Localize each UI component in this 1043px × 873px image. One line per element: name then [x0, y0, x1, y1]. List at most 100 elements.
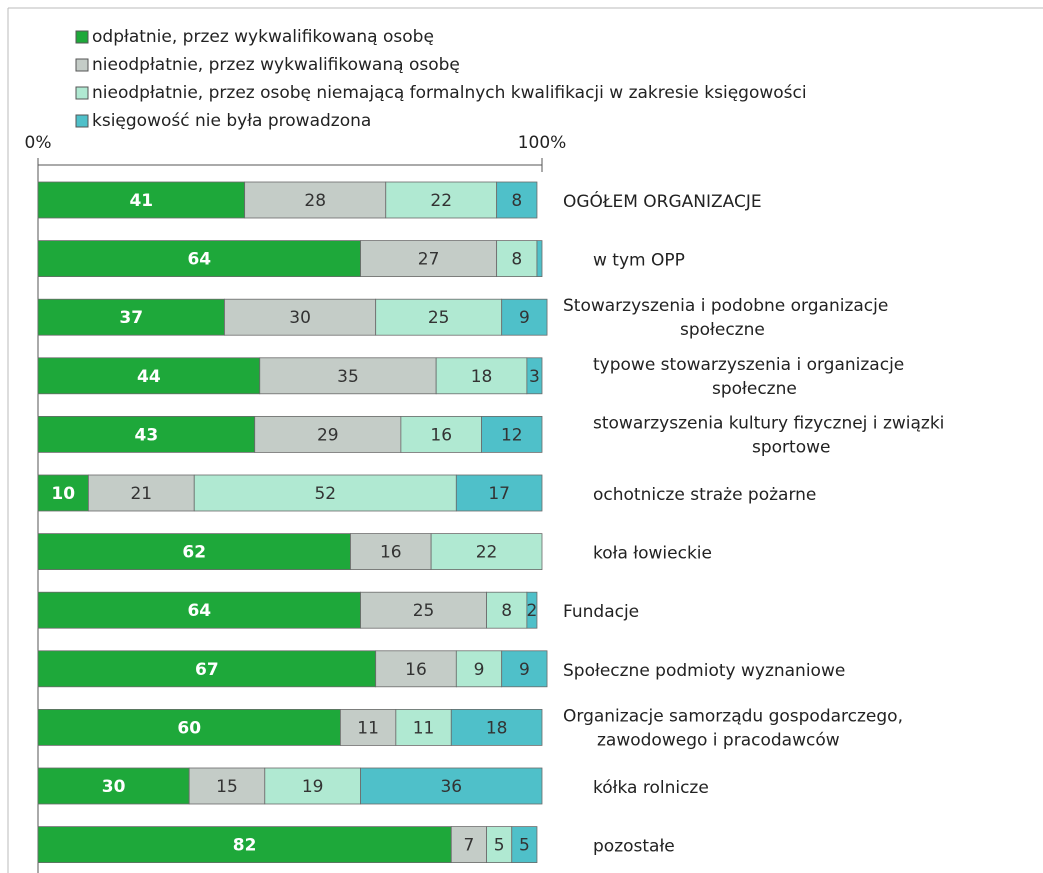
legend-swatch — [75, 30, 89, 44]
value-label: 27 — [418, 250, 440, 270]
bar-segment — [37, 474, 89, 512]
value-label: 22 — [476, 543, 498, 563]
value-label: 41 — [129, 191, 153, 211]
value-label: 10 — [51, 484, 75, 504]
bar-segment — [496, 240, 538, 278]
bar-segment — [339, 709, 397, 746]
bar-segment — [193, 474, 457, 512]
value-label: 5 — [494, 836, 505, 856]
bar-segment — [450, 709, 543, 746]
x-tick-label: 0% — [25, 133, 52, 153]
value-label: 18 — [471, 367, 493, 387]
bar-segment — [37, 298, 225, 336]
category-label: Organizacje samorządu gospodarczego, — [563, 706, 903, 726]
bar-segment — [486, 826, 513, 863]
value-label: 7 — [464, 836, 475, 856]
legend-label: nieodpłatnie, przez osobę niemającą form… — [92, 83, 807, 103]
bar-segment — [450, 826, 487, 863]
category-label: ochotnicze straże pożarne — [593, 485, 816, 505]
value-label: 16 — [405, 660, 427, 680]
bar-segment — [37, 357, 261, 395]
bar-segment — [481, 415, 543, 453]
value-label: 2 — [527, 601, 538, 621]
bar-segment — [37, 767, 190, 805]
value-label: 15 — [216, 777, 238, 797]
category-label: pozostałe — [593, 837, 675, 857]
bar-segment — [259, 357, 437, 395]
value-label: 37 — [119, 308, 143, 328]
category-label: Stowarzyszenia i podobne organizacje — [563, 296, 888, 316]
category-label: Fundacje — [563, 602, 639, 622]
value-label: 28 — [304, 191, 326, 211]
value-label: 8 — [501, 601, 512, 621]
bar-segment — [400, 415, 482, 453]
legend-swatch — [75, 114, 89, 128]
bar-segment — [37, 591, 361, 629]
value-label: 16 — [430, 425, 452, 445]
category-label: społeczne — [680, 320, 765, 340]
bar-segment — [37, 415, 256, 453]
bar-segment — [455, 474, 543, 512]
value-label: 67 — [195, 660, 219, 680]
bar-segment — [526, 591, 538, 629]
value-label: 11 — [357, 718, 379, 738]
value-label: 29 — [317, 425, 339, 445]
bar-segment — [430, 533, 543, 570]
value-label: 18 — [486, 718, 508, 738]
value-label: 19 — [302, 777, 324, 797]
value-label: 64 — [187, 601, 211, 621]
value-label: 44 — [137, 367, 161, 387]
bar-segment — [455, 650, 503, 688]
legend-swatch — [75, 86, 89, 100]
bar-segment — [526, 357, 543, 395]
category-label: typowe stowarzyszenia i organizacje — [593, 355, 904, 375]
bar-segment — [496, 181, 538, 219]
bar-segment — [435, 357, 528, 395]
category-label: społeczne — [712, 379, 797, 399]
value-label: 12 — [501, 425, 523, 445]
value-label: 62 — [182, 543, 206, 563]
value-label: 35 — [337, 367, 359, 387]
value-label: 21 — [130, 484, 152, 504]
value-label: 5 — [519, 836, 530, 856]
bar-segment — [37, 709, 341, 746]
x-tick-label: 100% — [518, 133, 567, 153]
legend-label: nieodpłatnie, przez wykwalifikowaną osob… — [92, 55, 460, 75]
bar-segment — [375, 298, 503, 336]
legend-label: odpłatnie, przez wykwalifikowaną osobę — [92, 27, 434, 47]
value-label: 11 — [413, 718, 435, 738]
bar-segment — [37, 533, 351, 570]
category-label: OGÓŁEM ORGANIZACJE — [563, 190, 762, 212]
bar-segment — [224, 298, 377, 336]
value-label: 8 — [511, 191, 522, 211]
bar-segment — [37, 181, 246, 219]
value-label: 82 — [233, 836, 257, 856]
bar-segment — [486, 591, 528, 629]
value-label: 60 — [177, 718, 201, 738]
bar-segment — [501, 298, 548, 336]
bar-segment — [37, 650, 377, 688]
bar-segment — [501, 650, 548, 688]
value-label: 36 — [440, 777, 462, 797]
bar-segment — [360, 767, 543, 805]
bar-segment — [350, 533, 432, 570]
value-label: 64 — [187, 250, 211, 270]
value-label: 9 — [519, 660, 530, 680]
value-label: 3 — [529, 367, 540, 387]
bar-segment — [360, 240, 498, 278]
bar-segment — [375, 650, 457, 688]
value-label: 52 — [314, 484, 336, 504]
bar-segment — [511, 826, 538, 863]
legend-swatch — [75, 58, 89, 72]
bar-segment — [360, 591, 487, 629]
category-label: kółka rolnicze — [593, 778, 709, 798]
value-label: 9 — [519, 308, 530, 328]
value-label: 8 — [511, 250, 522, 270]
bar-segment — [264, 767, 361, 805]
value-label: 30 — [289, 308, 311, 328]
category-label: w tym OPP — [593, 251, 685, 271]
value-label: 25 — [413, 601, 435, 621]
bar-segment — [536, 240, 543, 278]
value-label: 30 — [102, 777, 126, 797]
